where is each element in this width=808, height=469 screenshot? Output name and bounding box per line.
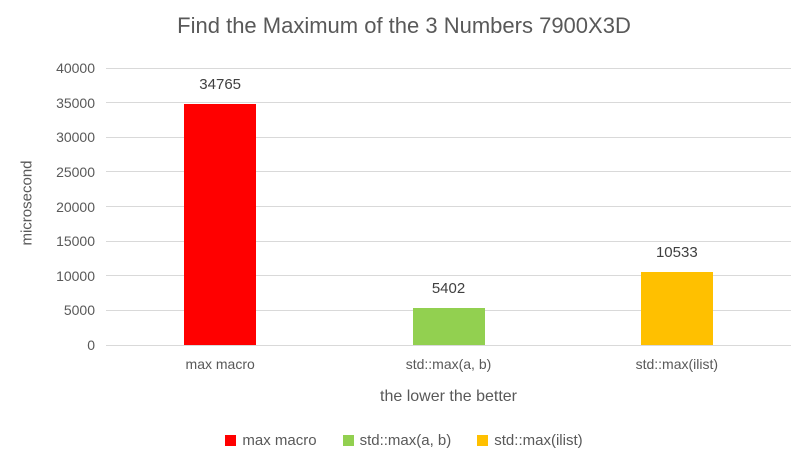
x-axis-title: the lower the better (380, 388, 517, 405)
y-tick-label: 20000 (56, 198, 95, 215)
data-label-std-max-a-b: 5402 (431, 279, 466, 297)
data-label-std-max-ilist: 10533 (655, 244, 698, 262)
legend-swatch-std-max-ilist (477, 435, 489, 446)
chart-title: Find the Maximum of the 3 Numbers 7900X3… (177, 13, 631, 38)
x-axis-line (106, 344, 791, 346)
legend-item-max-macro: max macro (225, 432, 317, 449)
gridline (106, 240, 791, 242)
category-label-std-max-ilist: std::max(ilist) (635, 356, 719, 372)
bar-max-macro (184, 104, 257, 345)
legend-label-std-max-ilist: std::max(ilist) (494, 432, 583, 449)
bar-std-max-a-b (412, 307, 485, 345)
gridline (106, 171, 791, 173)
legend-label-std-max-a-b: std::max(a, b) (359, 432, 452, 449)
bar-std-max-ilist (640, 272, 713, 345)
y-tick-label: 40000 (56, 60, 95, 76)
legend: max macro std::max(a, b) std::max(ilist) (0, 432, 808, 449)
gridline (106, 102, 791, 104)
y-tick-label: 35000 (56, 94, 95, 111)
legend-item-std-max-ilist: std::max(ilist) (477, 432, 583, 449)
y-tick-label: 15000 (56, 233, 95, 250)
gridline (106, 275, 791, 277)
legend-item-std-max-a-b: std::max(a, b) (342, 432, 452, 449)
data-label-max-macro: 34765 (199, 76, 242, 94)
legend-label-max-macro: max macro (242, 432, 317, 449)
legend-swatch-max-macro (225, 435, 237, 446)
gridline (106, 136, 791, 138)
y-tick-label: 10000 (56, 267, 95, 284)
category-label-std-max-a-b: std::max(a, b) (405, 356, 492, 372)
y-tick-label: 30000 (56, 129, 95, 146)
y-tick-label: 0 (87, 337, 95, 353)
gridline (106, 206, 791, 207)
y-tick-label: 25000 (56, 163, 95, 180)
category-label-max-macro: max macro (185, 356, 255, 372)
legend-swatch-std-max-a-b (342, 435, 354, 446)
y-tick-label: 5000 (63, 302, 95, 319)
gridline (106, 67, 791, 69)
